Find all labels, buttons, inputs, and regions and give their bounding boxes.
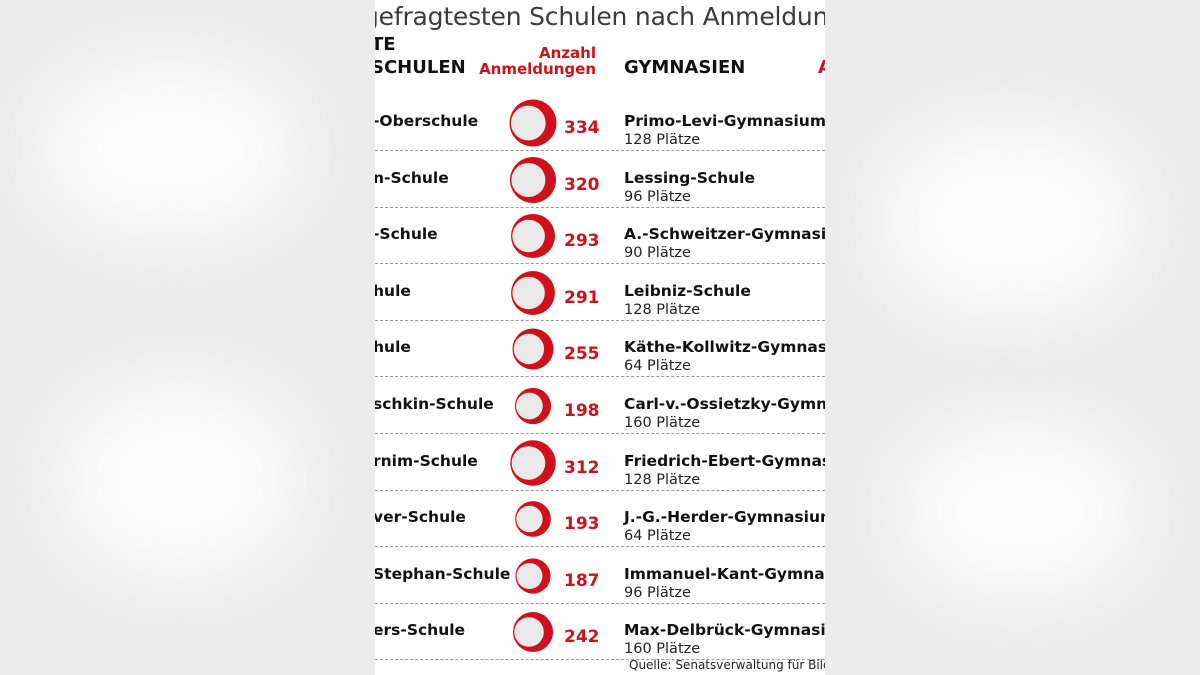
backdrop-highlight: [900, 420, 1140, 600]
gymnasium-places: 128 Plätze: [624, 132, 701, 148]
places-bubble-fill: [512, 276, 545, 310]
gymnasium-name: Immanuel-Kant-Gymnasiu: [624, 564, 825, 583]
row-divider: [375, 376, 825, 378]
row-divider: [375, 489, 825, 491]
places-bubble-fill: [512, 219, 545, 253]
gymnasium-places: 64 Plätze: [624, 358, 691, 375]
page-title: gefragtesten Schulen nach Anmeldunge: [375, 2, 825, 31]
table-row: Stephan-Schule 187 Immanuel-Kant-Gymnasiu9…: [375, 547, 825, 604]
gymnasium-name: J.-G.-Herder-Gymnasium: [624, 508, 825, 527]
registration-count: 242: [564, 627, 600, 648]
registration-bubble: [514, 387, 552, 425]
registration-count: 291: [564, 287, 600, 308]
registration-bubble: [510, 156, 556, 203]
row-divider: [375, 546, 825, 548]
registration-count: 320: [564, 174, 600, 195]
registration-count: 198: [564, 401, 600, 421]
row-divider: [375, 206, 825, 208]
registration-bubble: [515, 501, 551, 538]
oberschule-name: -Oberschule: [375, 112, 479, 130]
table-row: ver-Schule 193 J.-G.-Herder-Gymnasium 64 Pl…: [375, 490, 825, 548]
registration-count: 193: [564, 514, 600, 535]
gymnasium-name: Käthe-Kollwitz-Gymnasium: [624, 338, 825, 357]
registration-count: 187: [564, 570, 600, 591]
table-row: hule 291 Leibniz-Schule 128 Plätze: [375, 264, 825, 321]
places-bubble-fill: [516, 562, 543, 589]
places-bubble-fill: [511, 445, 546, 480]
gymnasium-places: 96 Plätze: [624, 584, 691, 601]
source-note: Quelle: Senatsverwaltung für Bildung: [629, 658, 825, 672]
oberschule-name: -Schule: [375, 225, 438, 244]
registration-bubble: [510, 439, 556, 486]
table-row: -Schule 293 A.-Schweitzer-Gymnasium90 Plät…: [375, 207, 825, 265]
gymnasium-places: 64 Plätze: [624, 528, 691, 545]
registration-count: 255: [564, 344, 600, 365]
gymnasium-name: Friedrich-Ebert-Gymnasiu: [624, 451, 825, 470]
backdrop-highlight: [880, 120, 1140, 320]
registration-bubble: [512, 328, 554, 370]
oberschulen-header-line1: TE: [375, 34, 396, 55]
gymnasium-name: Leibniz-Schule: [624, 281, 751, 300]
oberschule-name: rnim-Schule: [375, 451, 478, 470]
registration-count: 312: [564, 457, 600, 478]
registration-bubble: [510, 214, 556, 259]
places-bubble-fill: [514, 617, 544, 648]
gymnasium-name: Carl-v.-Ossietzky-Gymnasi: [624, 395, 825, 413]
gymnasium-name: Primo-Levi-Gymnasium: [624, 112, 825, 130]
table-row: -Oberschule 334 Primo-Levi-Gymnasium 128 Pl…: [375, 94, 825, 151]
oberschule-name: hule: [375, 281, 411, 300]
registration-bubble: [509, 99, 557, 147]
row-divider: [375, 150, 825, 151]
gymnasium-places: 90 Plätze: [624, 245, 691, 262]
gymnasium-name: Max-Delbrück-Gymnasium: [624, 621, 825, 640]
count-header-line2: Anmeldungen: [479, 60, 596, 78]
oberschule-name: ers-Schule: [375, 621, 466, 640]
oberschule-name: ver-Schule: [375, 508, 466, 527]
oberschule-name: schkin-Schule: [375, 395, 494, 413]
gymnasium-places: 128 Plätze: [624, 301, 701, 318]
gymnasien-header: GYMNASIEN: [624, 57, 746, 78]
row-divider: [375, 433, 825, 434]
table-row: ers-Schule 242 Max-Delbrück-Gymnasium160 P…: [375, 603, 825, 661]
registration-bubble: [513, 612, 553, 653]
oberschule-name: hule: [375, 338, 411, 357]
right-column-header-fragment: A: [818, 57, 825, 78]
places-bubble-fill: [511, 162, 546, 197]
registration-bubble: [515, 558, 551, 594]
registration-count: 334: [564, 118, 600, 138]
gymnasium-places: 96 Plätze: [624, 188, 691, 205]
registration-bubble: [511, 270, 555, 315]
row-divider: [375, 659, 825, 661]
oberschulen-header-line2: SCHULEN: [375, 57, 466, 78]
table-row: rnim-Schule 312 Friedrich-Ebert-Gymnasiu12…: [375, 434, 825, 491]
places-bubble-fill: [513, 334, 545, 365]
registration-count: 293: [564, 231, 600, 252]
row-divider: [375, 602, 825, 604]
gymnasium-name: A.-Schweitzer-Gymnasium: [624, 225, 825, 244]
infographic-panel: gefragtesten Schulen nach Anmeldunge TE …: [375, 0, 825, 675]
backdrop-highlight: [60, 380, 300, 580]
gymnasium-places: 160 Plätze: [624, 641, 701, 658]
row-divider: [375, 319, 825, 321]
places-bubble-fill: [516, 505, 543, 533]
count-header-line1: Anzahl: [539, 44, 596, 62]
oberschule-name: n-Schule: [375, 168, 449, 187]
oberschule-name: Stephan-Schule: [375, 564, 511, 583]
gymnasium-places: 128 Plätze: [624, 471, 701, 488]
table-row: n-Schule 320 Lessing-Schule 96 Plätze: [375, 151, 825, 208]
backdrop-highlight: [40, 60, 300, 240]
gymnasium-name: Lessing-Schule: [624, 168, 755, 187]
row-divider: [375, 263, 825, 265]
table-row: schkin-Schule 198 Carl-v.-Ossietzky-Gymnas…: [375, 377, 825, 434]
gymnasium-places: 160 Plätze: [624, 415, 701, 431]
places-bubble-fill: [510, 105, 546, 141]
places-bubble-fill: [515, 392, 543, 420]
